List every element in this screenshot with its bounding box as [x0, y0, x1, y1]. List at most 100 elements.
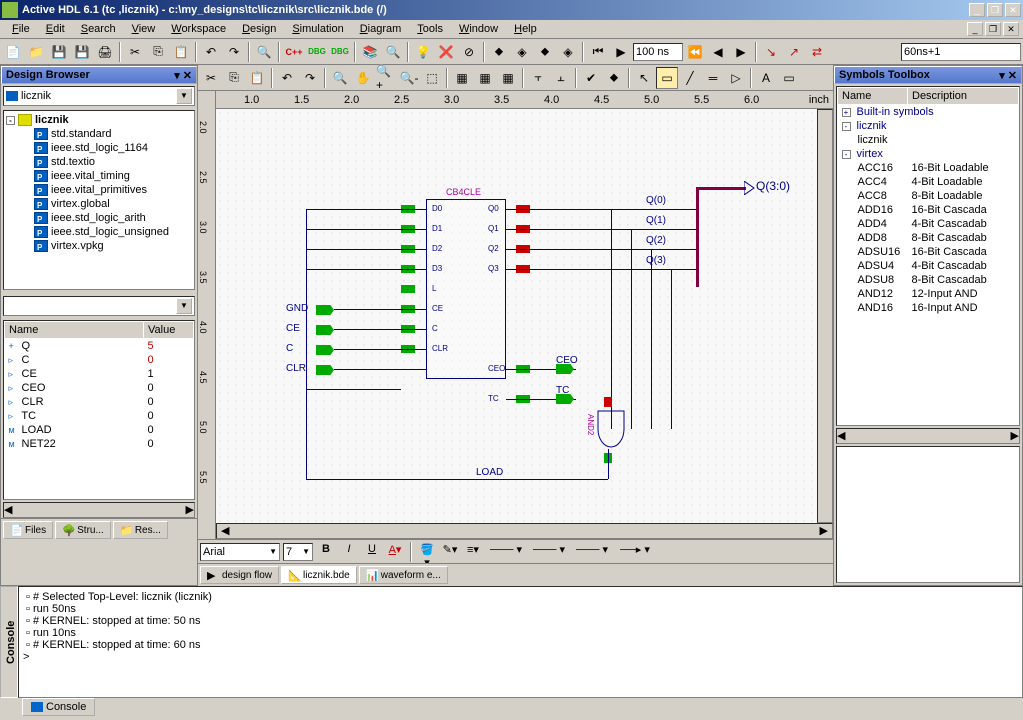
- console-output[interactable]: ▫ # Selected Top-Level: licznik (licznik…: [18, 586, 1023, 698]
- sym-item-row[interactable]: ADSU44-Bit Cascadab: [838, 259, 1019, 273]
- redo-button[interactable]: ↷: [223, 41, 245, 63]
- signal-row[interactable]: ▹ CEO0: [5, 381, 194, 395]
- tool3-button[interactable]: ⊘: [458, 41, 480, 63]
- sim1-button[interactable]: ⬥: [488, 41, 510, 63]
- trace1-button[interactable]: ↘: [760, 41, 782, 63]
- tree-item[interactable]: Pvirtex.vpkg: [6, 239, 192, 253]
- design-tree[interactable]: -licznikPstd.standardPieee.std_logic_116…: [3, 110, 195, 290]
- close-button[interactable]: ✕: [1005, 3, 1021, 17]
- align2-button[interactable]: ⫠: [550, 67, 572, 89]
- input-port-icon[interactable]: [316, 305, 334, 315]
- line-weight-button[interactable]: ≡▾: [463, 542, 483, 562]
- menu-file[interactable]: File: [4, 21, 38, 37]
- tree-item[interactable]: Pieee.std_logic_1164: [6, 141, 192, 155]
- dt-paste-button[interactable]: 📋: [246, 67, 268, 89]
- add-block-button[interactable]: ▭: [656, 67, 678, 89]
- trace3-button[interactable]: ⇄: [806, 41, 828, 63]
- font-size-combo[interactable]: 7▼: [283, 543, 313, 561]
- pin-icon[interactable]: [401, 285, 415, 293]
- sym-item-row[interactable]: AND1616-Input AND: [838, 301, 1019, 315]
- run-button[interactable]: ▶: [610, 41, 632, 63]
- design-combo[interactable]: licznik ▼: [3, 86, 195, 106]
- menu-search[interactable]: Search: [73, 21, 124, 37]
- pin-icon[interactable]: [604, 397, 612, 407]
- mdi-restore-button[interactable]: ❐: [985, 22, 1001, 36]
- font-family-combo[interactable]: Arial▼: [200, 543, 280, 561]
- zoom-area-button[interactable]: ⬚: [421, 67, 443, 89]
- sim3-button[interactable]: ⬥: [534, 41, 556, 63]
- left-tab-stru[interactable]: 🌳Stru...: [55, 521, 111, 539]
- mdi-minimize-button[interactable]: _: [967, 22, 983, 36]
- line-style2-button[interactable]: ─── ▾: [529, 542, 569, 562]
- signals-col-name[interactable]: Name: [5, 322, 144, 339]
- menu-edit[interactable]: Edit: [38, 21, 73, 37]
- signal-row[interactable]: + Q5: [5, 339, 194, 354]
- canvas-hscroll[interactable]: ◀▶: [216, 523, 833, 539]
- minimize-button[interactable]: _: [969, 3, 985, 17]
- symbols-close-icon[interactable]: ▾ ✕: [999, 69, 1017, 82]
- menu-simulation[interactable]: Simulation: [284, 21, 351, 37]
- sym-item-row[interactable]: ADD88-Bit Cascadab: [838, 231, 1019, 245]
- tree-item[interactable]: Pstd.textio: [6, 155, 192, 169]
- sym-item-row[interactable]: AND1212-Input AND: [838, 287, 1019, 301]
- grid3-button[interactable]: ▦: [497, 67, 519, 89]
- sym-item-row[interactable]: ADD44-Bit Cascadab: [838, 217, 1019, 231]
- and-gate-icon[interactable]: [596, 409, 626, 449]
- underline-button[interactable]: U: [362, 542, 382, 562]
- open-button[interactable]: 📁: [25, 41, 47, 63]
- copy-button[interactable]: ⎘: [147, 41, 169, 63]
- library-button[interactable]: 📚: [359, 41, 381, 63]
- menu-view[interactable]: View: [124, 21, 164, 37]
- step-fwd-button[interactable]: ▶: [730, 41, 752, 63]
- select-button[interactable]: ↖: [633, 67, 655, 89]
- center-tab[interactable]: ▶design flow: [200, 566, 279, 584]
- erc-button[interactable]: ⬥: [603, 67, 625, 89]
- line-style-button[interactable]: ─── ▾: [486, 542, 526, 562]
- sym-item-row[interactable]: licznik: [838, 133, 1019, 147]
- grid1-button[interactable]: ▦: [451, 67, 473, 89]
- sym-category-row[interactable]: + Built-in symbols: [838, 105, 1019, 120]
- mdi-close-button[interactable]: ✕: [1003, 22, 1019, 36]
- align1-button[interactable]: ⫟: [527, 67, 549, 89]
- input-port-icon[interactable]: [316, 345, 334, 355]
- sym-col-desc[interactable]: Description: [908, 88, 1019, 105]
- sym-item-row[interactable]: ADD1616-Bit Cascada: [838, 203, 1019, 217]
- sim4-button[interactable]: ◈: [557, 41, 579, 63]
- tool2-button[interactable]: ❌: [435, 41, 457, 63]
- tree-item[interactable]: Pieee.std_logic_arith: [6, 211, 192, 225]
- tree-item[interactable]: Pvirtex.global: [6, 197, 192, 211]
- bus-port-icon[interactable]: [744, 181, 758, 195]
- italic-button[interactable]: I: [339, 542, 359, 562]
- sim2-button[interactable]: ◈: [511, 41, 533, 63]
- design-browser-close-icon[interactable]: ▾ ✕: [174, 69, 192, 82]
- signal-row[interactable]: ▹ CLR0: [5, 395, 194, 409]
- left-tab-res[interactable]: 📁Res...: [113, 521, 168, 539]
- signal-row[interactable]: ▹ C0: [5, 353, 194, 367]
- paste-button[interactable]: 📋: [170, 41, 192, 63]
- sym-item-row[interactable]: ACC88-Bit Loadable: [838, 189, 1019, 203]
- goto-input[interactable]: [901, 43, 1021, 61]
- add-wire-button[interactable]: ╱: [679, 67, 701, 89]
- menu-window[interactable]: Window: [451, 21, 506, 37]
- signal-row[interactable]: ᴍ NET220: [5, 437, 194, 451]
- run-start-button[interactable]: ⏮: [587, 41, 609, 63]
- pan-button[interactable]: ✋: [352, 67, 374, 89]
- maximize-button[interactable]: ❐: [987, 3, 1003, 17]
- step-button[interactable]: ◀: [707, 41, 729, 63]
- tree-item[interactable]: Pieee.std_logic_unsigned: [6, 225, 192, 239]
- sym-item-row[interactable]: ADSU88-Bit Cascadab: [838, 273, 1019, 287]
- new-button[interactable]: 📄: [2, 41, 24, 63]
- add-port-button[interactable]: ▷: [725, 67, 747, 89]
- signal-row[interactable]: ᴍ LOAD0: [5, 423, 194, 437]
- dt-undo-button[interactable]: ↶: [276, 67, 298, 89]
- arrow-start-button[interactable]: ─── ▾: [572, 542, 612, 562]
- sym-col-name[interactable]: Name: [838, 88, 908, 105]
- center-tab[interactable]: 📊waveform e...: [359, 566, 448, 584]
- input-port-icon[interactable]: [316, 365, 334, 375]
- menu-diagram[interactable]: Diagram: [352, 21, 410, 37]
- input-port-icon[interactable]: [316, 325, 334, 335]
- signal-filter-dropdown-icon[interactable]: ▼: [176, 298, 192, 314]
- line-color-button[interactable]: ✎▾: [440, 542, 460, 562]
- dt-redo-button[interactable]: ↷: [299, 67, 321, 89]
- combo-dropdown-icon[interactable]: ▼: [176, 88, 192, 104]
